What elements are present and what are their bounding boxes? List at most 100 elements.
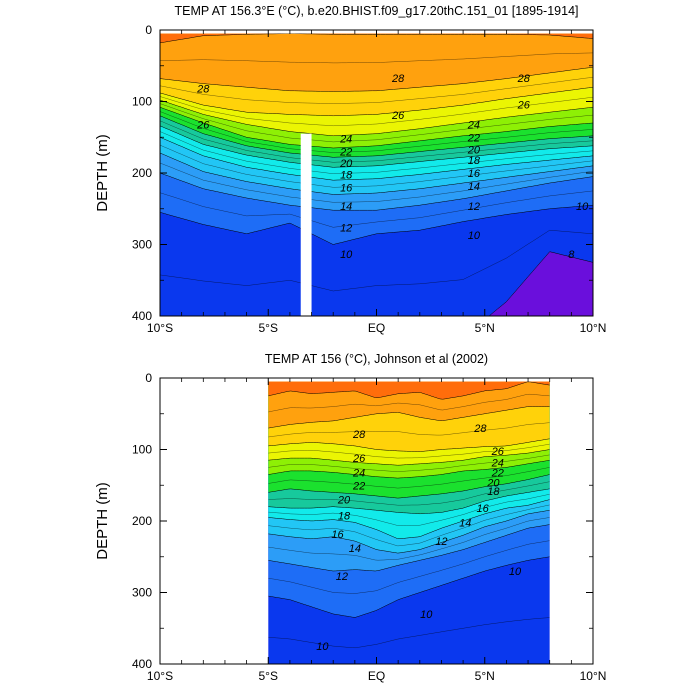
contour-label: 26 [491,446,505,458]
contour-label: 10 [576,201,589,213]
contour-label: 14 [340,201,352,213]
isotherm-28 [160,66,593,92]
isotherm-20 [160,115,593,158]
contour-label: 12 [468,201,480,213]
contour-label: 14 [468,181,480,193]
contour-label: 16 [331,529,344,541]
contour-label: 20 [467,144,481,156]
contour-label: 18 [338,510,351,522]
contour-label: 14 [459,517,471,529]
y-tick-label: 100 [132,443,152,457]
isotherm-minor-21 [160,111,593,153]
contour-label: 10 [468,230,481,242]
isotherm-14 [268,510,550,554]
contour-label: 28 [391,73,405,85]
isotherm-18 [268,488,550,515]
x-tick-label: EQ [368,321,385,335]
isotherm-minor-13 [268,517,550,561]
y-tick-label: 400 [132,657,152,671]
isotherm-24 [160,99,593,137]
isotherm-minor-25 [160,96,593,127]
isotherm-minor-23 [268,454,550,472]
contour-band-30 [268,381,550,400]
isotherm-12 [268,524,550,572]
isotherm-minor-9 [268,617,550,649]
y-tick-label: 400 [132,309,152,323]
contour-band-28 [268,381,550,429]
contour-label: 16 [476,503,489,515]
contour-label: 28 [352,429,366,441]
contour-label: 26 [391,110,405,122]
y-tick-label: 300 [132,586,152,600]
x-tick-label: 10°S [147,321,173,335]
y-tick-label: 200 [132,166,152,180]
contour-label: 10 [420,609,433,621]
contour-label: 10 [340,249,353,261]
contour-label: 22 [491,467,504,479]
contour-label: 24 [467,119,480,131]
x-tick-label: EQ [368,669,385,683]
contour-label: 18 [340,169,353,181]
isotherm-24 [268,449,550,466]
isotherm-minor-13 [160,162,593,203]
chart-title: TEMP AT 156 (°C), Johnson et al (2002) [265,352,488,366]
contour-label: 22 [467,132,480,144]
isotherm-12 [160,172,593,211]
contour-label: 20 [337,495,351,507]
contour-label: 18 [487,486,500,498]
isotherm-minor-15 [160,144,593,188]
x-tick-label: 5°N [475,321,495,335]
isotherm-minor-27 [268,422,550,438]
isotherm-30 [268,381,550,400]
contour-band-30 [160,33,593,43]
contour-label: 28 [473,423,487,435]
isotherm-minor-23 [160,103,593,143]
contour-label: 20 [339,158,353,170]
contour-label: 26 [517,99,531,111]
x-tick-label: 5°S [259,669,278,683]
x-tick-label: 10°N [580,321,607,335]
y-axis-label: DEPTH (m) [94,482,111,560]
y-tick-label: 300 [132,238,152,252]
contour-label: 26 [352,453,366,465]
isotherm-minor-19 [268,481,550,506]
isotherm-minor-11 [160,190,593,228]
y-tick-label: 0 [145,371,152,385]
isotherm-14 [160,152,593,195]
isotherm-16 [268,499,550,539]
contour-label: 12 [435,536,447,548]
panel-observed: 28 28262624242222202018181616141412121010… [94,352,606,683]
isotherm-18 [160,125,593,168]
x-tick-label: 10°S [147,669,173,683]
isotherm-20 [268,474,550,499]
contour-label: 20 [486,477,500,489]
contour-field [268,381,550,664]
contour-field [160,33,593,316]
y-tick-label: 0 [145,23,152,37]
isotherm-minor-29 [268,393,550,413]
isotherm-minor-19 [160,120,593,163]
isotherm-minor-25 [268,443,550,459]
isotherm-minor-17 [160,131,593,174]
isotherm-26 [268,438,550,452]
contour-label: 12 [340,222,352,234]
isotherm-26 [160,86,593,117]
isotherm-28 [268,406,550,429]
contour-label: 14 [349,543,361,555]
isotherm-16 [160,137,593,181]
contour-label: 10 [316,641,329,653]
contour-label: 24 [339,134,352,146]
isotherm-8 [488,251,593,316]
x-tick-label: 5°N [475,669,495,683]
isotherm-minor-9 [160,229,593,292]
contour-label: 26 [196,119,210,131]
isotherm-10 [160,204,593,245]
x-tick-label: 10°N [580,669,607,683]
contour-label: 16 [468,168,481,180]
missing-data-column [300,133,312,316]
isotherm-minor-27 [160,77,593,104]
y-axis-label: DEPTH (m) [94,134,111,212]
isotherm-22 [160,106,593,149]
